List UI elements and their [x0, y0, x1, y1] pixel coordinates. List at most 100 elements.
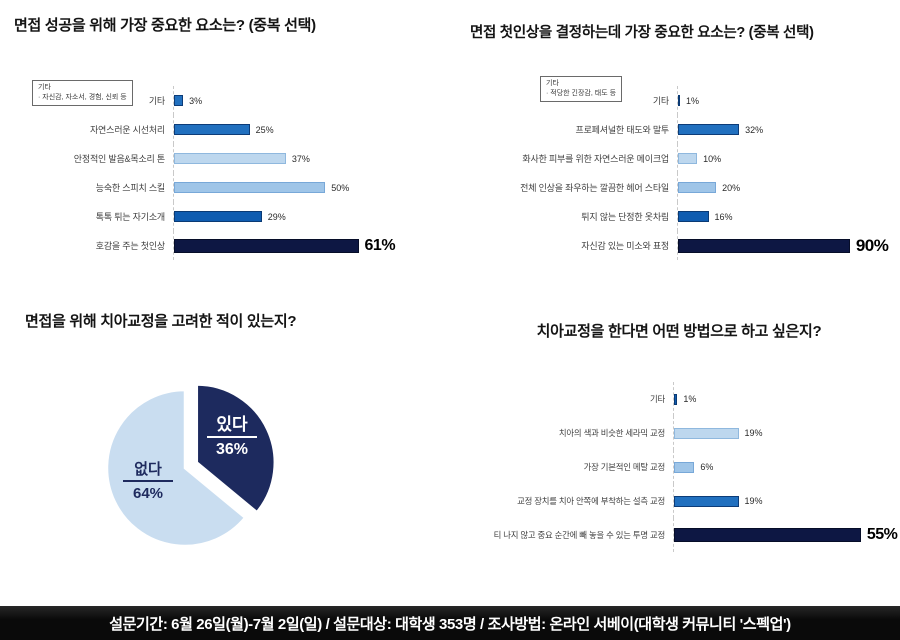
bar — [674, 528, 861, 542]
bar-value-label: 19% — [744, 428, 763, 438]
bar-category-label: 기타 — [148, 96, 165, 106]
bar-row: 자연스러운 시선처리 25% — [14, 115, 416, 144]
bar — [678, 153, 698, 164]
bar-track: 16% — [677, 202, 888, 231]
bar-row: 기타 1% — [470, 382, 888, 416]
chart-panel-first-impression: 면접 첫인상을 결정하는데 가장 중요한 요소는? (중복 선택) 기타 · 적… — [470, 14, 889, 290]
bar-track: 61% — [173, 231, 416, 260]
bar-row: 능숙한 스피치 스킬 50% — [14, 173, 416, 202]
bar — [678, 182, 717, 193]
bar-track: 1% — [673, 382, 888, 416]
bar-category-label: 화사한 피부를 위한 자연스러운 메이크업 — [522, 154, 669, 164]
bar-row: 안정적인 발음&목소리 톤 37% — [14, 144, 416, 173]
bar-category-label: 기타 — [652, 96, 669, 106]
bar-category-label: 기타 — [649, 394, 665, 404]
pie-chart-svg — [105, 383, 276, 548]
bar-value-label: 29% — [267, 211, 286, 222]
survey-info-footer: 설문기간: 6월 26일(월)-7월 2일(일) / 설문대상: 대학생 353… — [0, 606, 900, 640]
bar-track: 29% — [173, 202, 416, 231]
bar — [678, 124, 740, 135]
pie-slice-no — [105, 388, 247, 548]
bar-row: 톡톡 튀는 자기소개 29% — [14, 202, 416, 231]
bar — [174, 211, 262, 222]
bar-value-label: 25% — [255, 124, 274, 135]
bar-track: 6% — [673, 450, 888, 484]
bar-value-label: 32% — [745, 124, 764, 135]
etc-note-title: 기타 — [38, 84, 51, 91]
bar-track: 50% — [173, 173, 416, 202]
bar — [174, 182, 326, 193]
bar-category-label: 전체 인상을 좌우하는 깔끔한 헤어 스타일 — [520, 183, 669, 193]
bar-value-label: 20% — [722, 182, 741, 193]
bar-category-label: 교정 장치를 치아 안쪽에 부착하는 설측 교정 — [517, 496, 665, 506]
bar — [674, 393, 678, 405]
bar — [174, 124, 250, 135]
bar-category-label: 호감을 주는 첫인상 — [95, 241, 165, 251]
survey-info-text: 설문기간: 6월 26일(월)-7월 2일(일) / 설문대상: 대학생 353… — [109, 615, 791, 633]
bar-value-label: 19% — [744, 496, 763, 506]
etc-note-body: · 자신감, 자소서, 경험, 신뢰 등 — [38, 93, 127, 101]
bar-row: 기타 1% — [470, 86, 888, 115]
bar-value-label: 90% — [855, 235, 889, 255]
bar-category-label: 튀지 않는 단정한 옷차림 — [581, 212, 669, 222]
bar-row: 자신감 있는 미소와 표정 90% — [470, 231, 889, 260]
pie-slice-name: 있다 — [207, 416, 257, 438]
pie-slice-name: 없다 — [123, 462, 173, 482]
etc-note-body: · 적당한 긴장감, 태도 등 — [546, 89, 617, 97]
bar-category-label: 안정적인 발음&목소리 톤 — [73, 154, 165, 164]
etc-note-title: 기타 — [546, 80, 559, 87]
bar-category-label: 치아의 색과 비슷한 세라믹 교정 — [558, 428, 665, 438]
bar-category-label: 자연스러운 시선처리 — [89, 125, 165, 135]
etc-note-box: 기타 · 자신감, 자소서, 경험, 신뢰 등 — [32, 80, 133, 106]
bar-row: 치아의 색과 비슷한 세라믹 교정 19% — [470, 416, 888, 450]
chart-panel-orthodontics-considered: 면접을 위해 치아교정을 고려한 적이 있는지? 있다 36% 없다 64% — [25, 310, 435, 602]
bar-row: 화사한 피부를 위한 자연스러운 메이크업 10% — [470, 144, 888, 173]
bar-track: 25% — [173, 115, 416, 144]
bar-category-label: 능숙한 스피치 스킬 — [95, 183, 165, 193]
bar-category-label: 자신감 있는 미소와 표정 — [581, 241, 669, 251]
bar-row: 튀지 않는 단정한 옷차림 16% — [470, 202, 888, 231]
bar-row: 프로페셔널한 태도와 말투 32% — [470, 115, 888, 144]
bar-track: 1% — [677, 86, 888, 115]
pie-slice-percentage: 64% — [132, 485, 164, 502]
chart-title: 치아교정을 한다면 어떤 방법으로 하고 싶은지? — [536, 323, 822, 340]
bar-value-label: 37% — [291, 153, 310, 164]
bar-row: 교정 장치를 치아 안쪽에 부착하는 설측 교정 19% — [470, 484, 888, 518]
bar-row: 전체 인상을 좌우하는 깔끔한 헤어 스타일 20% — [470, 173, 888, 202]
bar — [678, 211, 709, 222]
bar-value-label: 1% — [683, 394, 697, 404]
bar-track: 37% — [173, 144, 416, 173]
bar-category-label: 톡톡 튀는 자기소개 — [95, 212, 165, 222]
bar-category-label: 티 나지 않고 중요 순간에 빼 놓을 수 있는 투명 교정 — [493, 530, 666, 540]
bar-value-label: 3% — [189, 95, 203, 106]
bar — [174, 95, 184, 106]
bar — [674, 495, 739, 507]
chart-panel-orthodontic-method: 치아교정을 한다면 어떤 방법으로 하고 싶은지? 기타 1% 치아의 색과 비슷한… — [470, 312, 898, 582]
bar-row: 호감을 주는 첫인상 61% — [14, 231, 416, 260]
chart-title: 면접 첫인상을 결정하는데 가장 중요한 요소는? (중복 선택) — [470, 25, 814, 41]
bar-value-label: 55% — [866, 526, 898, 543]
bar — [174, 153, 286, 164]
bar-track: 32% — [677, 115, 888, 144]
pie-slice-percentage: 36% — [215, 441, 249, 458]
bar-value-label: 1% — [686, 95, 700, 106]
chart-title: 면접을 위해 치아교정을 고려한 적이 있는지? — [25, 313, 297, 330]
bar — [678, 238, 850, 253]
pie-slice-yes — [195, 383, 276, 514]
bar-row: 티 나지 않고 중요 순간에 빼 놓을 수 있는 투명 교정 55% — [470, 518, 898, 552]
pie-label-no: 없다 64% — [118, 462, 178, 501]
bar-track: 10% — [677, 144, 888, 173]
bar-value-label: 50% — [331, 182, 350, 193]
bar-value-label: 61% — [364, 236, 396, 254]
bar-track: 90% — [677, 231, 889, 260]
bar-value-label: 6% — [700, 462, 714, 472]
bar-chart: 기타 1% 프로페셔널한 태도와 말투 32% 화사한 피부를 위한 자연스러운 메이크… — [470, 86, 889, 260]
pie-label-yes: 있다 36% — [202, 416, 262, 458]
bar-track: 19% — [673, 484, 888, 518]
bar-value-label: 10% — [703, 153, 722, 164]
bar-row: 가장 기본적인 메탈 교정 6% — [470, 450, 888, 484]
bar-track: 20% — [677, 173, 888, 202]
bar-track: 3% — [173, 86, 416, 115]
bar-chart: 기타 3% 자연스러운 시선처리 25% 안정적인 발음&목소리 톤 37% 능숙한 스피치… — [14, 86, 416, 260]
